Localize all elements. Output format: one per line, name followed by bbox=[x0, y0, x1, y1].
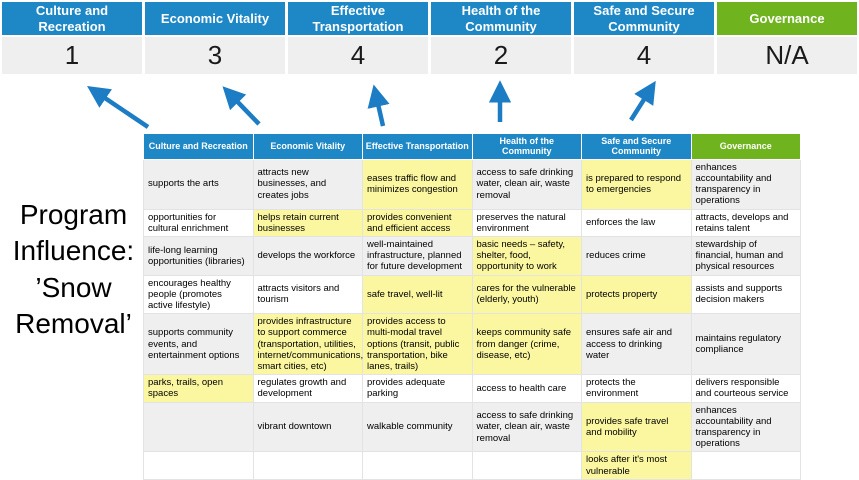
matrix-cell: supports the arts bbox=[143, 158, 254, 210]
arrow-transportation-icon bbox=[367, 84, 390, 127]
matrix-cell: encourages healthy people (promotes acti… bbox=[143, 274, 254, 315]
matrix-cell-highlighted: provides infrastructure to support comme… bbox=[252, 313, 363, 376]
matrix-row: supports the arts attracts new businesses… bbox=[143, 158, 801, 210]
matrix-cell: enforces the law bbox=[581, 208, 692, 237]
matrix-cell: develops the workforce bbox=[252, 235, 363, 276]
matrix-row: looks after it's most vulnerable bbox=[143, 451, 801, 480]
matrix-column-header: Economic Vitality bbox=[252, 133, 363, 160]
matrix-cell-highlighted: cares for the vulnerable (elderly, youth… bbox=[471, 274, 582, 315]
matrix-body: supports the arts attracts new businesses… bbox=[143, 158, 801, 480]
matrix-cell: walkable community bbox=[362, 401, 473, 453]
matrix-column-header: Safe and Secure Community bbox=[581, 133, 692, 160]
matrix-column-header: Governance bbox=[690, 133, 801, 160]
arrow-culture-icon bbox=[87, 85, 150, 129]
matrix-cell: delivers responsible and courteous servi… bbox=[690, 374, 801, 403]
matrix-cell: supports community events, and entertain… bbox=[143, 313, 254, 376]
matrix-cell: attracts, develops and retains talent bbox=[690, 208, 801, 237]
summary-score-value: N/A bbox=[717, 37, 857, 74]
matrix-cell bbox=[143, 401, 254, 453]
matrix-header-row: Culture and Recreation Economic Vitality E… bbox=[143, 133, 801, 160]
program-title-line: Program bbox=[19, 199, 128, 230]
matrix-cell: preserves the natural environment bbox=[471, 208, 582, 237]
matrix-cell: access to safe drinking water, clean air… bbox=[471, 401, 582, 453]
matrix-cell bbox=[143, 451, 254, 480]
program-title-line: Removal’ bbox=[15, 308, 132, 340]
arrow-economic-icon bbox=[222, 86, 261, 126]
summary-header-label: Culture and Recreation bbox=[2, 2, 142, 35]
matrix-cell: ensures safe air and access to drinking … bbox=[581, 313, 692, 376]
matrix-cell bbox=[252, 451, 363, 480]
matrix-cell: provides adequate parking bbox=[362, 374, 473, 403]
matrix-cell-highlighted: provides convenient and efficient access bbox=[362, 208, 473, 237]
matrix-cell: opportunities for cultural enrichment bbox=[143, 208, 254, 237]
matrix-cell-highlighted: basic needs – safety, shelter, food, opp… bbox=[471, 235, 582, 276]
matrix-cell-highlighted: provides access to multi-modal travel op… bbox=[362, 313, 473, 376]
program-title-line: Influence: bbox=[12, 235, 135, 267]
matrix-cell-highlighted: eases traffic flow and minimizes congest… bbox=[362, 158, 473, 210]
matrix-cell: reduces crime bbox=[581, 235, 692, 276]
matrix-cell-highlighted: keeps community safe from danger (crime,… bbox=[471, 313, 582, 376]
matrix-cell: maintains regulatory compliance bbox=[690, 313, 801, 376]
matrix-cell-highlighted: safe travel, well-lit bbox=[362, 274, 473, 315]
summary-column: Safe and Secure Community 4 bbox=[574, 2, 714, 74]
matrix-column-header: Health of the Community bbox=[471, 133, 582, 160]
matrix-cell: access to safe drinking water, clean air… bbox=[471, 158, 582, 210]
matrix-cell bbox=[362, 451, 473, 480]
summary-score-value: 4 bbox=[574, 37, 714, 74]
summary-column: Governance N/A bbox=[717, 2, 857, 74]
matrix-cell: assists and supports decision makers bbox=[690, 274, 801, 315]
matrix-cell: enhances accountability and transparency… bbox=[690, 401, 801, 453]
summary-header-label: Safe and Secure Community bbox=[574, 2, 714, 35]
matrix-cell: enhances accountability and transparency… bbox=[690, 158, 801, 210]
matrix-column-header: Effective Transportation bbox=[362, 133, 473, 160]
summary-score-value: 1 bbox=[2, 37, 142, 74]
matrix-cell: vibrant downtown bbox=[252, 401, 363, 453]
matrix-cell: attracts visitors and tourism bbox=[252, 274, 363, 315]
summary-header-label: Governance bbox=[717, 2, 857, 35]
summary-column: Culture and Recreation 1 bbox=[2, 2, 142, 74]
matrix-cell: protects the environment bbox=[581, 374, 692, 403]
matrix-cell-highlighted: looks after it's most vulnerable bbox=[581, 451, 692, 480]
matrix-row: opportunities for cultural enrichment hel… bbox=[143, 208, 801, 237]
matrix-cell-highlighted: provides safe travel and mobility bbox=[581, 401, 692, 453]
matrix-cell bbox=[690, 451, 801, 480]
matrix-row: vibrant downtown walkable community access… bbox=[143, 401, 801, 453]
summary-bar: Culture and Recreation 1 Economic Vitality… bbox=[2, 2, 857, 74]
summary-column: Economic Vitality 3 bbox=[145, 2, 285, 74]
matrix-cell bbox=[471, 451, 582, 480]
matrix-cell: attracts new businesses, and creates job… bbox=[252, 158, 363, 210]
summary-score-value: 4 bbox=[288, 37, 428, 74]
summary-header-label: Economic Vitality bbox=[145, 2, 285, 35]
summary-header-label: Health of the Community bbox=[431, 2, 571, 35]
matrix-column-header: Culture and Recreation bbox=[143, 133, 254, 160]
matrix-row: life-long learning opportunities (librar… bbox=[143, 235, 801, 276]
matrix-cell: access to health care bbox=[471, 374, 582, 403]
matrix-cell: regulates growth and development bbox=[252, 374, 363, 403]
priorities-matrix: Culture and Recreation Economic Vitality E… bbox=[143, 133, 801, 480]
summary-header-label: Effective Transportation bbox=[288, 2, 428, 35]
matrix-row: parks, trails, open spaces regulates grow… bbox=[143, 374, 801, 403]
program-influence-title: Program Influence: ’Snow Removal’ bbox=[0, 197, 147, 343]
matrix-cell: well-maintained infrastructure, planned … bbox=[362, 235, 473, 276]
summary-column: Effective Transportation 4 bbox=[288, 2, 428, 74]
matrix-cell: life-long learning opportunities (librar… bbox=[143, 235, 254, 276]
matrix-cell: stewardship of financial, human and phys… bbox=[690, 235, 801, 276]
summary-score-value: 3 bbox=[145, 37, 285, 74]
summary-column: Health of the Community 2 bbox=[431, 2, 571, 74]
matrix-cell-highlighted: parks, trails, open spaces bbox=[143, 374, 254, 403]
matrix-cell-highlighted: helps retain current businesses bbox=[252, 208, 363, 237]
program-title-line: ’Snow bbox=[35, 271, 112, 303]
matrix-row: supports community events, and entertain… bbox=[143, 313, 801, 376]
summary-score-value: 2 bbox=[431, 37, 571, 74]
matrix-cell-highlighted: is prepared to respond to emergencies bbox=[581, 158, 692, 210]
matrix-cell-highlighted: protects property bbox=[581, 274, 692, 315]
matrix-row: encourages healthy people (promotes acti… bbox=[143, 274, 801, 315]
arrow-safe-icon bbox=[629, 80, 656, 122]
